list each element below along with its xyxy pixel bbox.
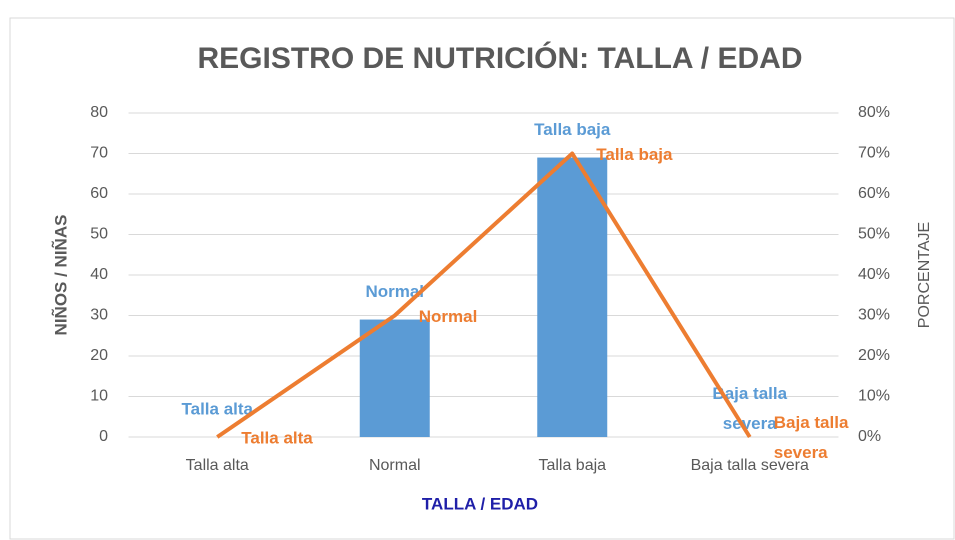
y-tick-label: 60 [90,185,108,202]
data-label: Talla alta [182,399,254,418]
y2-tick-label: 30% [858,307,890,324]
y2-tick-label: 10% [858,388,890,405]
data-label: Talla baja [534,120,611,139]
data-label: Talla baja [596,145,673,164]
y-tick-label: 70 [90,145,108,162]
data-label: Baja talla severa [774,413,849,462]
data-label: Talla alta [241,428,313,447]
y-tick-label: 80 [90,104,108,121]
chart-frame [9,17,955,540]
chart-title: REGISTRO DE NUTRICIÓN: TALLA / EDAD [198,41,803,75]
line [216,151,752,439]
x-tick-label: Normal [369,457,421,474]
y2-tick-label: 70% [858,145,890,162]
bar [359,319,430,437]
data-label: Normal [419,307,478,326]
y-axis-title: NIÑOS / NIÑAS [50,215,70,336]
bar [537,157,608,438]
y2-axis-title: PORCENTAJE [916,222,933,328]
x-axis-title: TALLA / EDAD [422,494,538,513]
y2-tick-label: 60% [858,185,890,202]
y2-tick-label: 40% [858,266,890,283]
y2-tick-label: 80% [858,104,890,121]
y-tick-label: 50 [90,226,108,243]
y2-tick-label: 20% [858,347,890,364]
y2-tick-label: 0% [858,428,881,445]
x-tick-label: Baja talla severa [691,457,809,474]
data-label: Normal [365,282,424,301]
y-tick-label: 30 [90,307,108,324]
x-tick-label: Talla alta [186,457,249,474]
y-tick-label: 20 [90,347,108,364]
y2-tick-label: 50% [858,226,890,243]
x-tick-label: Talla baja [538,457,606,474]
y-tick-label: 40 [90,266,108,283]
y-tick-label: 0 [99,428,108,445]
y-tick-label: 10 [90,388,108,405]
